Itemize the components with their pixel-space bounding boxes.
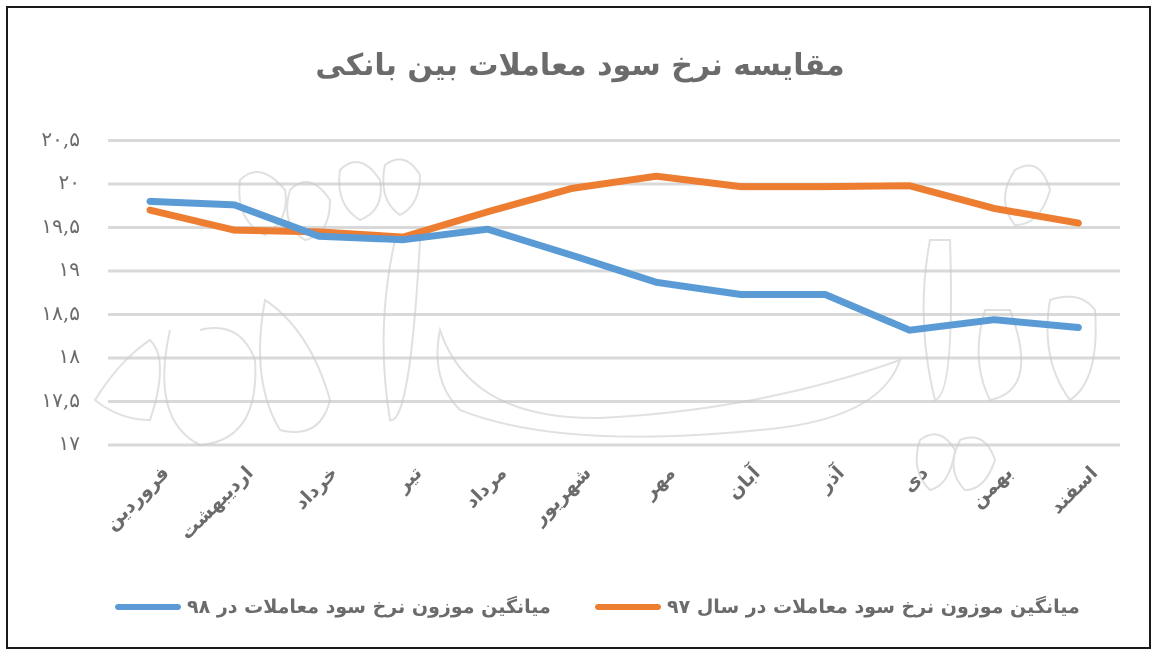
y-tick-label: ۱۹,۵	[41, 213, 80, 238]
y-tick-label: ۱۸,۵	[41, 300, 80, 325]
y-tick-label: ۱۷,۵	[41, 387, 80, 412]
y-tick-label: ۱۸	[58, 344, 80, 368]
y-tick-label: ۲۰	[58, 170, 80, 194]
legend-item-98: میانگین موزون نرخ سود معاملات در ۹۸	[115, 596, 551, 618]
legend-item-97: میانگین موزون نرخ سود معاملات در سال ۹۷	[595, 596, 1080, 618]
series-line	[146, 197, 1082, 334]
chart-frame	[6, 6, 1151, 649]
watermark-logo	[93, 158, 1097, 492]
legend-swatch-blue-icon	[115, 604, 181, 610]
legend-swatch-orange-icon	[595, 604, 661, 610]
legend-label-98: میانگین موزون نرخ سود معاملات در ۹۸	[187, 596, 551, 618]
y-tick-label: ۱۹	[58, 257, 80, 281]
y-tick-label: ۲۰,۵	[41, 126, 80, 151]
chart-title: مقایسه نرخ سود معاملات بین بانکی	[315, 48, 845, 83]
data-lines	[146, 172, 1082, 334]
y-tick-label: ۱۷	[58, 431, 80, 455]
legend-label-97: میانگین موزون نرخ سود معاملات در سال ۹۷	[667, 596, 1080, 618]
gridlines	[108, 139, 1120, 447]
legend: میانگین موزون نرخ سود معاملات در سال ۹۷ …	[0, 596, 1160, 626]
